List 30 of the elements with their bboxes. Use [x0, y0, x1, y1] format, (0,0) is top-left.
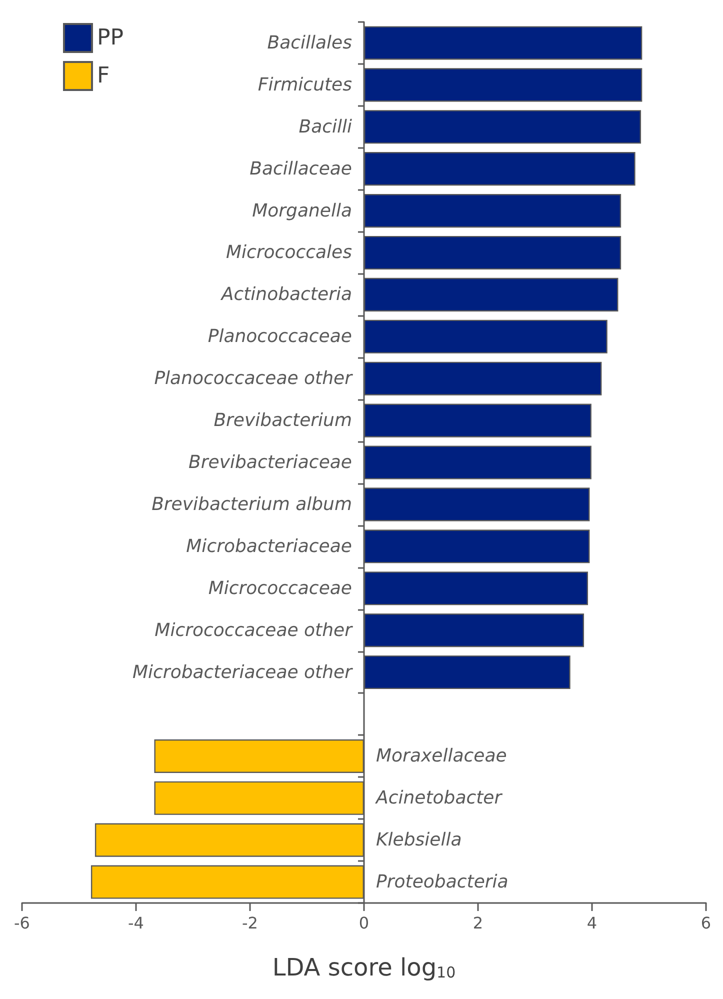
- y-tick-label: Bacillales: [267, 32, 352, 54]
- y-tick-label: Proteobacteria: [376, 872, 508, 893]
- y-tick-label: Firmicutes: [258, 74, 352, 96]
- legend-label: PP: [97, 26, 124, 50]
- y-tick-label: Actinobacteria: [220, 284, 352, 306]
- y-tick-label: Micrococcaceae other: [154, 620, 354, 641]
- x-tick-label: 6: [700, 914, 712, 932]
- y-tick-label: Bacilli: [298, 116, 352, 138]
- y-tick-label: Brevibacterium: [214, 410, 352, 432]
- y-tick-label: Morganella: [252, 200, 352, 222]
- y-tick-label: Moraxellaceae: [376, 746, 507, 767]
- y-tick-label: Microbacteriaceae: [186, 536, 352, 557]
- x-tick-label: 2: [472, 914, 484, 932]
- x-tick-label: -4: [128, 914, 144, 932]
- y-tick-label: Bacillaceae: [250, 158, 352, 180]
- y-tick-label: Planococcaceae: [208, 326, 352, 348]
- y-tick-label: Micrococcales: [226, 242, 352, 264]
- x-tick-label: 4: [586, 914, 598, 932]
- y-tick-label: Brevibacterium album: [152, 494, 352, 515]
- y-tick-label: Brevibacteriaceae: [188, 452, 352, 473]
- y-tick-label: Acinetobacter: [375, 788, 504, 809]
- y-tick-label: Microbacteriaceae other: [132, 662, 354, 683]
- x-axis-title: LDA score log10: [272, 954, 456, 982]
- y-tick-label: Micrococcaceae: [208, 578, 352, 599]
- x-tick-label: -6: [14, 914, 30, 932]
- x-tick-label: -2: [242, 914, 258, 932]
- legend-label: F: [97, 64, 110, 88]
- y-tick-label: Klebsiella: [376, 830, 462, 851]
- x-tick-label: 0: [358, 914, 370, 932]
- y-tick-label: Planococcaceae other: [154, 368, 354, 390]
